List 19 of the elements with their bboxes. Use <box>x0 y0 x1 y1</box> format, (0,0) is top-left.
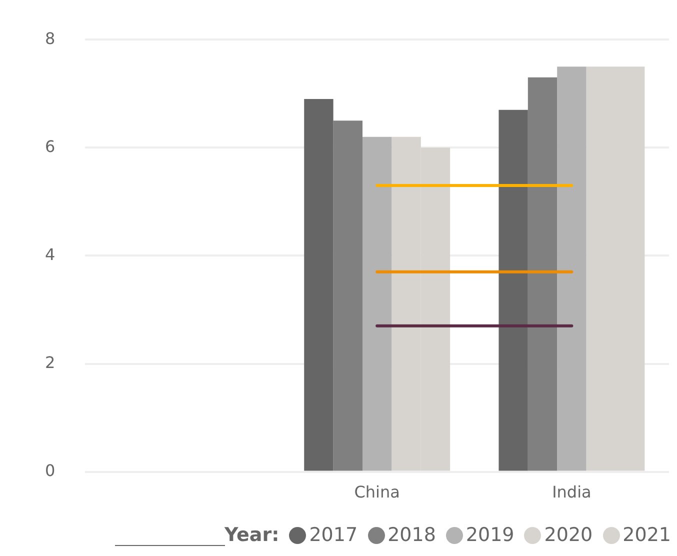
legend-title: Year: <box>224 524 280 546</box>
y-tick-label: 4 <box>44 244 56 264</box>
y-tick-label: 2 <box>44 352 56 372</box>
bar <box>362 136 392 471</box>
legend-label: 2020 <box>544 524 593 546</box>
legend-label: 2017 <box>309 524 358 546</box>
bar <box>557 66 586 471</box>
bar <box>528 77 558 471</box>
x-tick-label: China <box>354 482 400 502</box>
y-tick-label: 8 <box>44 28 56 48</box>
bar <box>304 99 334 471</box>
y-tick-label: 0 <box>44 460 56 480</box>
legend-label: 2021 <box>622 524 671 546</box>
y-tick-label: 6 <box>44 136 56 156</box>
x-tick-label: India <box>552 482 592 502</box>
bar <box>498 110 528 471</box>
bar <box>333 120 362 471</box>
legend-label: 2018 <box>388 524 436 546</box>
legend-label: 2019 <box>466 524 514 546</box>
